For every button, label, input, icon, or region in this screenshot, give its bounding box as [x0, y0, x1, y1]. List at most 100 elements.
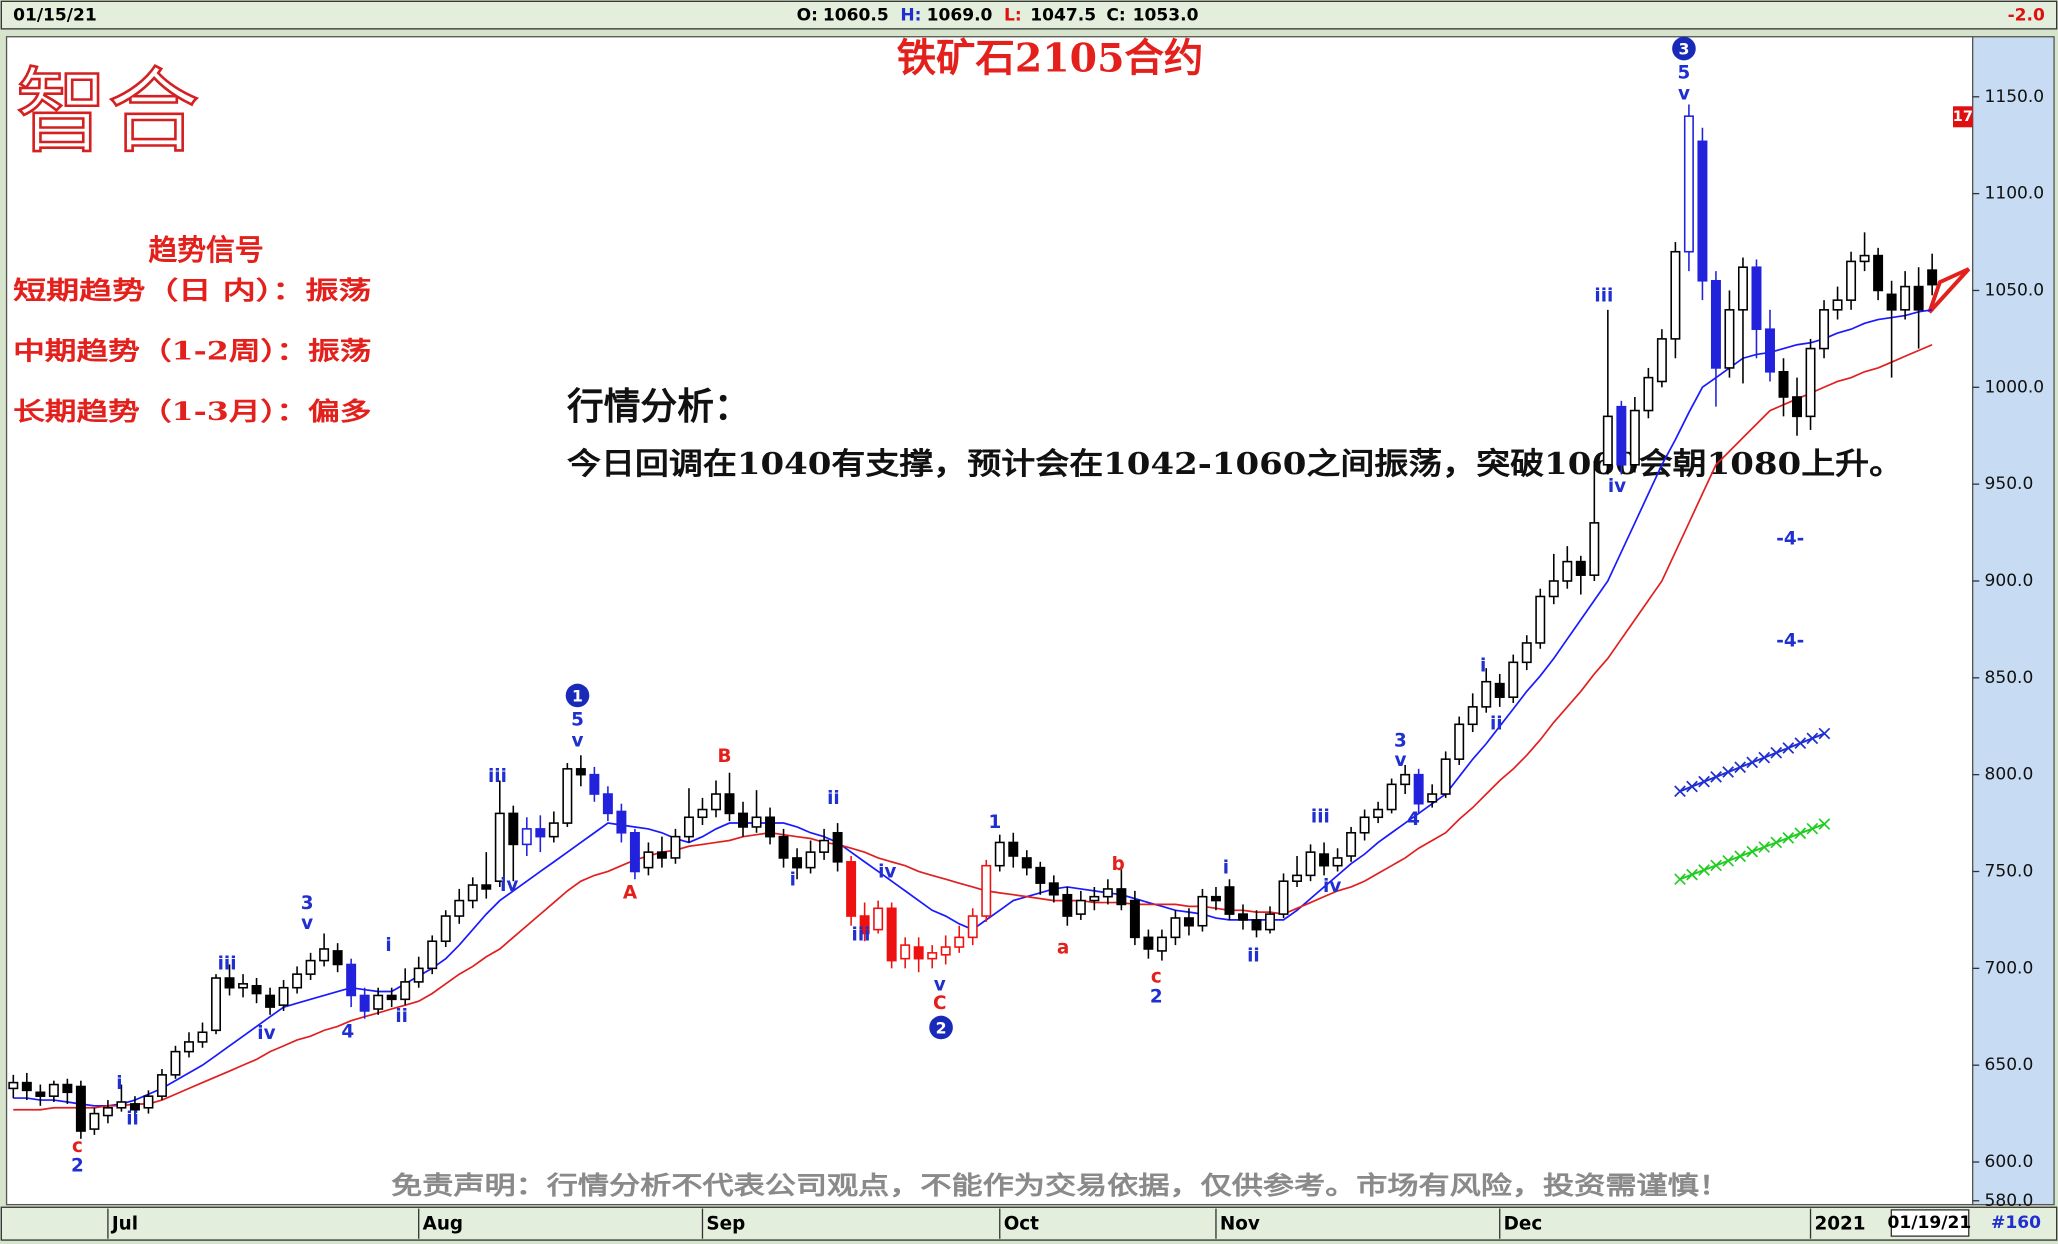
x-tick-label: Aug — [423, 1213, 463, 1234]
signal-item: 中期趋势（1-2周）：振荡 — [13, 336, 371, 365]
candle-body — [8, 1081, 19, 1090]
wave-label: a — [1057, 938, 1069, 959]
candle-body — [643, 851, 654, 869]
footer-date-box — [1890, 1209, 1970, 1237]
wave-label: B — [717, 746, 731, 767]
trend-marker — [1758, 841, 1771, 853]
candle-body — [1359, 816, 1370, 834]
candle-body — [846, 861, 857, 917]
trend-marker — [1806, 822, 1819, 835]
trend-marker — [1746, 756, 1759, 769]
candle-body — [1481, 680, 1492, 708]
wave-label: iv — [257, 1023, 275, 1044]
candle-body — [1440, 758, 1451, 795]
header-value: 1060.5 — [823, 6, 889, 26]
candle-body — [386, 994, 397, 1001]
candle-body — [21, 1081, 32, 1092]
candle-body — [751, 816, 762, 828]
wave-label: 3 — [301, 893, 314, 914]
candle-body — [1643, 376, 1654, 412]
candle-body — [1805, 347, 1816, 418]
trend-marker — [1770, 746, 1783, 759]
candle-body — [1562, 560, 1573, 582]
candle-body — [1913, 285, 1924, 311]
candle-body — [1873, 254, 1884, 292]
x-tick-label: Nov — [1220, 1213, 1260, 1234]
candle-body — [1278, 880, 1289, 915]
header-label: C: — [1106, 6, 1125, 26]
candle-body — [548, 822, 559, 838]
candle-body — [575, 768, 586, 776]
candle-body — [1427, 793, 1438, 803]
wave-label: iii — [1311, 807, 1330, 828]
wave-label: iv — [1323, 876, 1341, 897]
wave-label: A — [623, 883, 638, 904]
candle-body — [1886, 293, 1897, 311]
header-change: -2.0 — [2008, 6, 2045, 26]
candle-body — [1710, 279, 1721, 369]
wave-circle-label: 3 — [1678, 39, 1689, 58]
chart-title: 铁矿石2105合约 — [897, 36, 1203, 82]
trend-marker — [1818, 818, 1831, 830]
candle-body — [1224, 886, 1235, 915]
wave-label: b — [1112, 854, 1125, 875]
plot-area — [5, 36, 1974, 1206]
wave-label: i — [790, 870, 796, 891]
candle-body — [1386, 783, 1397, 811]
candle-body — [711, 793, 721, 811]
trend-markers — [1674, 727, 1831, 886]
candle-body — [170, 1050, 181, 1076]
candle-body — [413, 967, 424, 983]
candle-body — [292, 973, 303, 989]
candle-body — [1575, 560, 1586, 576]
candle-body — [535, 828, 546, 838]
candle-body — [940, 946, 951, 956]
candle-body — [454, 899, 465, 917]
wave-label: iii — [488, 766, 507, 787]
candle-body — [1589, 522, 1600, 576]
y-tick-label: 750.0 — [1985, 862, 2034, 882]
candle-body — [1859, 254, 1870, 263]
bottom-bar — [0, 1206, 2058, 1241]
wave-label: iii — [218, 953, 237, 974]
header-label: H: — [900, 6, 921, 26]
candle-body — [1535, 595, 1546, 644]
wave-label: v — [301, 913, 313, 934]
candle-body — [724, 793, 735, 815]
candle-body — [1238, 913, 1248, 921]
candle-body — [765, 816, 776, 838]
header-value: 1053.0 — [1133, 6, 1199, 26]
trend-marker — [1710, 770, 1722, 783]
candle-body — [1089, 895, 1100, 902]
x-tick-label: Oct — [1004, 1213, 1039, 1234]
candle-body — [1035, 866, 1046, 884]
candle-body — [1143, 936, 1154, 950]
header-date: 01/15/21 — [13, 6, 97, 26]
wave-label: 4 — [1407, 809, 1420, 830]
candle-body — [1737, 266, 1748, 311]
candle-body — [873, 907, 884, 931]
wave-label: iv — [500, 875, 518, 896]
candle-body — [1251, 919, 1262, 931]
candle-body — [1129, 899, 1140, 939]
wave-label: v — [1394, 750, 1406, 771]
candle-body — [75, 1085, 86, 1132]
candle-body — [89, 1112, 100, 1130]
candle-body — [1332, 857, 1343, 867]
wave-label: ii — [126, 1108, 139, 1129]
trend-marker — [1758, 751, 1771, 764]
signals-title: 趋势信号 — [148, 233, 263, 267]
analysis-text: 今日回调在1040有支撑，预计会在1042-1060之间振荡，突破1060会朝1… — [567, 446, 1903, 482]
candle-body — [1765, 328, 1775, 373]
candle-body — [62, 1083, 73, 1094]
signal-item: 长期趋势（1-3月）：偏多 — [13, 397, 371, 426]
candle-body — [616, 810, 627, 834]
candle-body — [427, 940, 438, 970]
candle-body — [1305, 851, 1316, 877]
candle-body — [156, 1074, 167, 1097]
candle-body — [278, 986, 289, 1006]
candle-body — [1616, 405, 1627, 466]
trend-marker — [1806, 732, 1819, 745]
wave-label: c — [72, 1136, 83, 1157]
